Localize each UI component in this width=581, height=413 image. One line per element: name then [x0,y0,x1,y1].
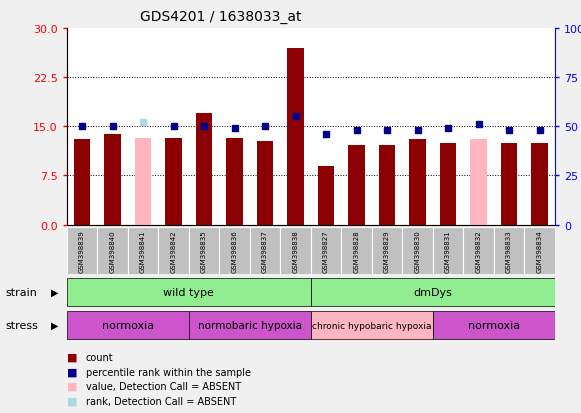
Text: normoxia: normoxia [468,320,520,330]
Text: strain: strain [6,287,38,297]
Text: GSM398834: GSM398834 [537,230,543,272]
Text: ■: ■ [67,352,77,362]
Text: rank, Detection Call = ABSENT: rank, Detection Call = ABSENT [86,396,236,406]
Bar [440,143,457,225]
Bar [67,278,311,306]
Text: dmDys: dmDys [414,287,452,297]
Bar [226,139,243,225]
Bar [524,227,555,275]
Bar [433,311,555,339]
Text: GSM398838: GSM398838 [293,230,299,272]
Text: GSM398836: GSM398836 [232,230,238,272]
Text: ■: ■ [67,367,77,377]
Text: normoxia: normoxia [102,320,154,330]
Bar [98,227,128,275]
Text: value, Detection Call = ABSENT: value, Detection Call = ABSENT [86,381,241,391]
Bar [311,311,433,339]
Bar [372,227,403,275]
Text: ▶: ▶ [51,320,59,330]
Bar [280,227,311,275]
Bar [464,227,494,275]
Text: GSM398829: GSM398829 [384,230,390,272]
Bar [531,143,548,225]
Bar [402,227,433,275]
Text: ■: ■ [67,396,77,406]
Bar [409,140,426,225]
Bar [189,311,311,339]
Text: GSM398837: GSM398837 [262,230,268,272]
Bar [311,227,342,275]
Bar [128,227,158,275]
Bar [379,145,396,225]
Text: GSM398827: GSM398827 [323,230,329,272]
Text: GSM398832: GSM398832 [476,230,482,272]
Bar [470,140,487,225]
Bar [494,227,525,275]
Text: percentile rank within the sample: percentile rank within the sample [86,367,251,377]
Bar [311,278,555,306]
Bar [158,227,189,275]
Bar [104,135,121,225]
Text: ▶: ▶ [51,287,59,297]
Text: GSM398841: GSM398841 [140,230,146,272]
Text: chronic hypobaric hypoxia: chronic hypobaric hypoxia [312,321,432,330]
Text: normobaric hypoxia: normobaric hypoxia [198,320,302,330]
Text: GSM398835: GSM398835 [201,230,207,272]
Text: wild type: wild type [163,287,214,297]
Bar [433,227,464,275]
Text: GSM398833: GSM398833 [506,230,512,272]
Text: stress: stress [6,320,39,330]
Text: count: count [86,352,114,362]
Text: ■: ■ [67,381,77,391]
Bar [67,227,98,275]
Bar [135,139,152,225]
Bar [189,227,220,275]
Bar [165,139,182,225]
Bar [501,143,518,225]
Bar [74,140,91,225]
Text: GSM398830: GSM398830 [415,230,421,272]
Bar [348,145,365,225]
Text: GSM398840: GSM398840 [110,230,116,272]
Text: GSM398831: GSM398831 [445,230,451,272]
Bar [342,227,372,275]
Text: GDS4201 / 1638033_at: GDS4201 / 1638033_at [140,10,302,24]
Text: GSM398842: GSM398842 [171,230,177,272]
Bar [220,227,250,275]
Bar [67,311,189,339]
Bar [250,227,281,275]
Bar [196,114,213,225]
Bar [287,49,304,225]
Text: GSM398839: GSM398839 [79,230,85,272]
Text: GSM398828: GSM398828 [354,230,360,272]
Bar [318,166,335,225]
Bar [257,141,274,225]
